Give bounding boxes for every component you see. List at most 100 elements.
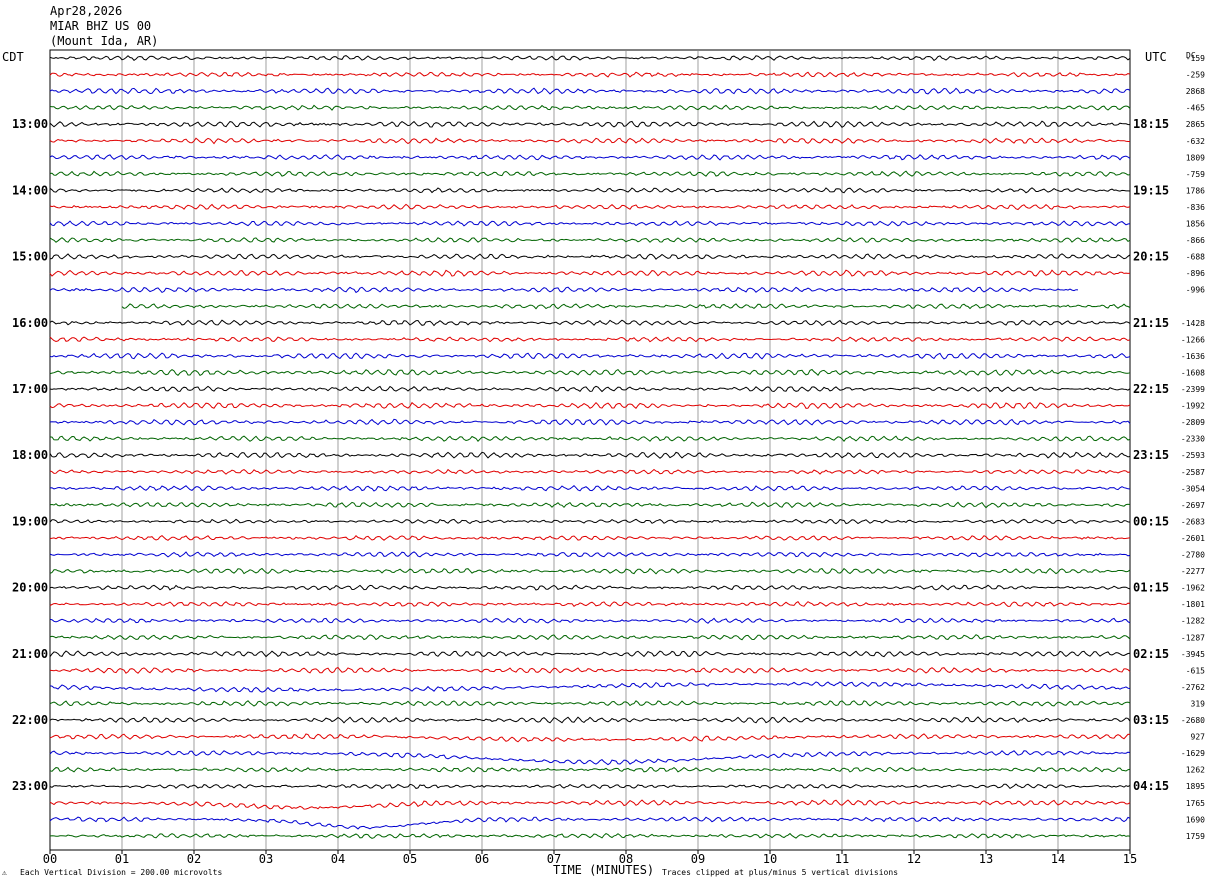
seismic-trace bbox=[49, 120, 1131, 128]
seismic-trace bbox=[49, 170, 1131, 177]
dc-offset-label: 1759 bbox=[1186, 832, 1205, 841]
x-tick-label: 12 bbox=[907, 852, 921, 866]
dc-offset-label: 1765 bbox=[1186, 799, 1205, 808]
dc-offset-label: 1895 bbox=[1186, 782, 1205, 791]
dc-offset-label: 927 bbox=[1191, 733, 1206, 742]
seismic-trace bbox=[49, 253, 1131, 260]
x-tick-label: 04 bbox=[331, 852, 345, 866]
dc-offset-label: -2330 bbox=[1181, 435, 1205, 444]
seismic-trace bbox=[49, 518, 1131, 525]
seismic-trace bbox=[49, 187, 1131, 194]
dc-offset-label: -759 bbox=[1186, 170, 1205, 179]
seismic-trace bbox=[49, 750, 1131, 766]
dc-offset-label: -3054 bbox=[1181, 484, 1205, 493]
cdt-hour-label: 16:00 bbox=[12, 316, 48, 330]
seismic-trace bbox=[49, 87, 1131, 95]
dc-offset-label: -1266 bbox=[1181, 335, 1205, 344]
x-tick-label: 03 bbox=[259, 852, 273, 866]
x-tick-label: 01 bbox=[115, 852, 129, 866]
seismic-trace bbox=[49, 352, 1131, 360]
seismic-trace bbox=[49, 137, 1130, 145]
seismic-trace bbox=[49, 368, 1131, 377]
dc-offset-label: -1992 bbox=[1181, 402, 1205, 411]
dc-offset-label: -259 bbox=[1186, 71, 1205, 80]
dc-offset-label: 2865 bbox=[1186, 120, 1205, 129]
date-label: Apr28,2026 bbox=[50, 4, 123, 18]
dc-offset-label: -2593 bbox=[1181, 451, 1205, 460]
x-tick-label: 09 bbox=[691, 852, 705, 866]
seismic-trace bbox=[49, 401, 1131, 410]
dc-offset-label: -159 bbox=[1186, 54, 1205, 63]
dc-offset-label: 319 bbox=[1191, 699, 1206, 708]
seismic-trace bbox=[49, 286, 1079, 294]
seismic-trace bbox=[49, 700, 1131, 707]
trace-group bbox=[49, 55, 1131, 839]
dc-offset-label: 2868 bbox=[1186, 87, 1205, 96]
clip-note: Traces clipped at plus/minus 5 vertical … bbox=[662, 868, 899, 877]
dc-offset-label: -688 bbox=[1186, 253, 1205, 262]
dc-offset-label: -2697 bbox=[1181, 501, 1205, 510]
seismic-trace bbox=[49, 269, 1131, 277]
seismic-trace bbox=[49, 733, 1131, 743]
seismic-trace bbox=[49, 319, 1131, 327]
dc-offset-label: -3945 bbox=[1181, 650, 1205, 659]
x-tick-label: 10 bbox=[763, 852, 777, 866]
dc-offset-label: -866 bbox=[1186, 236, 1205, 245]
seismic-trace bbox=[121, 303, 1131, 310]
x-tick-label: 14 bbox=[1051, 852, 1065, 866]
utc-hour-label: 01:15 bbox=[1133, 581, 1169, 595]
seismic-trace bbox=[49, 104, 1131, 111]
x-tick-label: 00 bbox=[43, 852, 57, 866]
cdt-hour-label: 14:00 bbox=[12, 183, 48, 197]
seismic-trace bbox=[49, 783, 1131, 790]
dc-offset-label: -615 bbox=[1186, 666, 1205, 675]
dc-offset-label: -465 bbox=[1186, 104, 1205, 113]
seismic-trace bbox=[49, 485, 1131, 492]
seismic-trace bbox=[49, 567, 1131, 575]
dc-offset-label: -2809 bbox=[1181, 418, 1205, 427]
dc-offset-label: -1636 bbox=[1181, 352, 1205, 361]
dc-offset-label: -996 bbox=[1186, 286, 1205, 295]
seismic-trace bbox=[49, 451, 1131, 459]
dc-offset-label: -1962 bbox=[1181, 584, 1205, 593]
dc-offset-label: -2780 bbox=[1181, 551, 1205, 560]
utc-hour-label: 04:15 bbox=[1133, 779, 1169, 793]
seismic-trace bbox=[49, 435, 1131, 442]
utc-hour-label: 02:15 bbox=[1133, 647, 1169, 661]
dc-offset-label: -2277 bbox=[1181, 567, 1205, 576]
station-label: MIAR BHZ US 00 bbox=[50, 19, 152, 33]
dc-offset-label: -1287 bbox=[1181, 633, 1205, 642]
seismic-trace bbox=[49, 203, 1131, 211]
seismic-trace bbox=[49, 634, 1131, 641]
dc-offset-label: -1608 bbox=[1181, 368, 1205, 377]
seismic-trace bbox=[49, 534, 1131, 541]
plot-frame bbox=[49, 49, 1131, 851]
seismic-trace bbox=[49, 601, 1131, 607]
seismic-trace bbox=[49, 468, 1131, 475]
utc-hour-label: 23:15 bbox=[1133, 448, 1169, 462]
x-tick-label: 07 bbox=[547, 852, 561, 866]
time-grid bbox=[49, 49, 1131, 854]
seismic-trace bbox=[49, 681, 1131, 693]
seismic-trace bbox=[49, 650, 1131, 658]
dc-offset-label: -632 bbox=[1186, 137, 1205, 146]
left-timezone-label: CDT bbox=[2, 50, 24, 64]
seismic-trace bbox=[49, 584, 1131, 591]
dc-offset-label: -1428 bbox=[1181, 319, 1205, 328]
seismic-trace bbox=[49, 336, 1131, 343]
seismic-trace bbox=[49, 766, 1131, 773]
x-tick-label: 06 bbox=[475, 852, 489, 866]
dc-offset-label: 1786 bbox=[1186, 186, 1205, 195]
x-tick-label: 13 bbox=[979, 852, 993, 866]
seismic-trace bbox=[49, 799, 1131, 810]
dc-offset-label: -836 bbox=[1186, 203, 1205, 212]
cdt-hour-label: 18:00 bbox=[12, 448, 48, 462]
cdt-hour-label: 13:00 bbox=[12, 117, 48, 131]
seismic-trace bbox=[49, 418, 1131, 426]
x-tick-label: 05 bbox=[403, 852, 417, 866]
seismic-trace bbox=[49, 551, 1131, 558]
dc-offset-label: -2601 bbox=[1181, 534, 1205, 543]
cdt-hour-label: 22:00 bbox=[12, 713, 48, 727]
seismic-trace bbox=[49, 237, 1131, 243]
